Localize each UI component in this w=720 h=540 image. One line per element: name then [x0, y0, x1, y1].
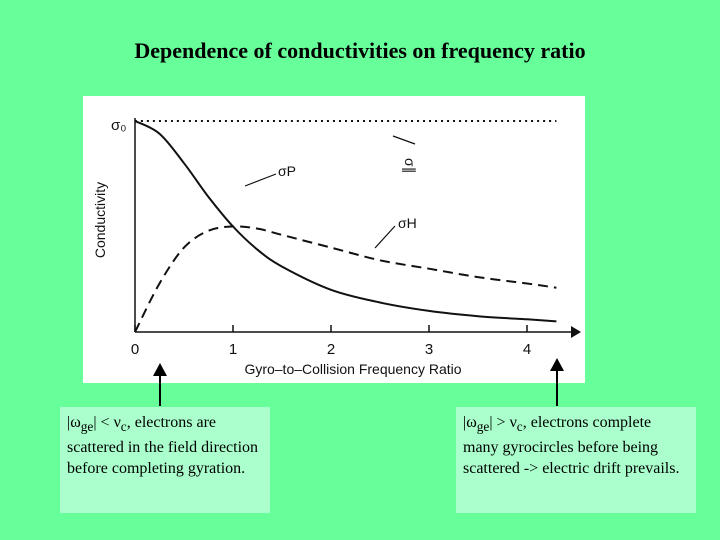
series-layer: [134, 120, 557, 333]
x-tick-label: 4: [523, 341, 531, 358]
x-tick-label: 0: [131, 341, 139, 358]
x-tick-label: 3: [425, 341, 433, 358]
note-left: |ωge| < νc, electrons are scattered in t…: [60, 407, 270, 513]
relation: | <: [93, 414, 114, 431]
series-label: σH: [398, 215, 417, 231]
x-tick-label: 2: [327, 341, 335, 358]
plot-frame: [134, 118, 581, 338]
y-tick-label-sigma0: σ₀: [111, 117, 126, 134]
abs-bar: |: [67, 414, 71, 431]
note-text: , electrons are scattered in the field d…: [67, 414, 259, 478]
note-text: , electrons complete many gyrocircles be…: [463, 414, 680, 478]
tick-layer: 0 1 2 3 4: [131, 325, 531, 358]
nu-subscript: c: [120, 419, 127, 435]
slide-title: Dependence of conductivities on frequenc…: [134, 38, 586, 63]
series-annotations: σ∥ σP σH: [244, 135, 418, 249]
x-axis-label: Gyro–to–Collision Frequency Ratio: [244, 361, 461, 377]
annotation-leader: [392, 135, 416, 145]
y-axis-label: Conductivity: [92, 182, 108, 258]
arrow-head: [550, 358, 564, 371]
arrow-to-low-ratio: [153, 363, 167, 406]
omega-subscript: ge: [80, 419, 94, 435]
omega-subscript: ge: [476, 419, 490, 435]
series-line-1: [134, 120, 557, 323]
series-label: σP: [278, 163, 296, 179]
arrow-head: [153, 363, 167, 376]
abs-bar: |: [463, 414, 467, 431]
nu-subscript: c: [516, 419, 523, 435]
chart-svg: 0 1 2 3 4 σ₀ Conductivity Gyro–to–Collision …: [92, 117, 581, 377]
annotation-leader: [374, 225, 396, 249]
arrow-to-high-ratio: [550, 358, 564, 406]
note-right: |ωge| > νc, electrons complete many gyro…: [456, 407, 696, 513]
nu-symbol: ν: [113, 414, 121, 431]
series-label: σ∥: [402, 158, 418, 174]
series-line-2: [134, 225, 557, 333]
nu-symbol: ν: [509, 414, 517, 431]
x-axis-arrowhead: [571, 326, 581, 338]
omega-symbol: ω: [70, 414, 81, 431]
conductivity-chart: 0 1 2 3 4 σ₀ Conductivity Gyro–to–Collision …: [83, 96, 585, 383]
omega-symbol: ω: [466, 414, 477, 431]
relation: | >: [489, 414, 510, 431]
annotation-leader: [244, 173, 277, 187]
x-tick-label: 1: [229, 341, 237, 358]
